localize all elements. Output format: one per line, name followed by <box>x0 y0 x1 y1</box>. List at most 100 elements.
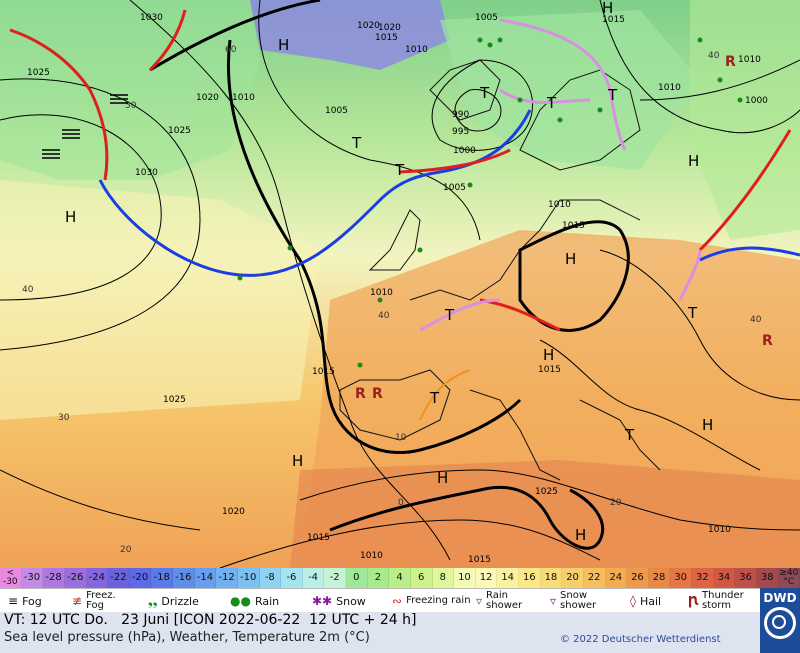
scale-cell: 34 <box>713 568 736 588</box>
isobar-label: 995 <box>452 127 469 137</box>
pressure-center-label: H <box>437 469 448 487</box>
map-info-bar: VT: 12 UTC Do. 23 Juni [ICON 2022-06-22 … <box>0 612 800 653</box>
temperature-label: 60 <box>225 45 237 55</box>
scale-cell: -26 <box>64 568 87 588</box>
legend-thunder-storm: Ꞃ Thunder storm <box>688 590 744 611</box>
pressure-center-label: T <box>444 306 455 324</box>
scale-cell: 30 <box>670 568 692 588</box>
warm-front-3 <box>698 129 792 252</box>
isobar-label: 1015 <box>468 555 491 565</box>
isobar-label: 1010 <box>708 525 731 535</box>
warm-front-2 <box>399 148 511 174</box>
scale-cell: -14 <box>194 568 217 588</box>
temperature-label: 40 <box>750 315 762 325</box>
isobar-label: 1025 <box>27 68 50 78</box>
warm-front-5 <box>148 9 187 72</box>
pressure-center-label: T <box>351 134 362 152</box>
legend-snow: ✱✱ Snow <box>312 594 366 608</box>
scale-cell: 16 <box>519 568 541 588</box>
warm-front <box>9 28 109 181</box>
scale-cell: -12 <box>216 568 238 588</box>
svg-text:R: R <box>725 54 736 70</box>
rain-shower-icon: ▿ <box>476 594 483 608</box>
fog-symbols <box>42 94 128 159</box>
pressure-center-label: T <box>546 94 557 112</box>
isobar-label: 1010 <box>738 55 761 65</box>
isobar-label: 1010 <box>405 45 428 55</box>
scale-cell: 36 <box>735 568 757 588</box>
pressure-center-label: H <box>278 36 289 54</box>
isobar-label: 1030 <box>140 13 163 23</box>
valid-time: VT: 12 UTC Do. 23 Juni [ICON 2022-06-22 … <box>4 612 417 628</box>
svg-text:R: R <box>372 386 383 402</box>
isobar-label: 1015 <box>312 367 335 377</box>
copyright: © 2022 Deutscher Wetterdienst <box>560 634 721 645</box>
svg-text:R: R <box>762 333 773 349</box>
isobar-label: 1025 <box>163 395 186 405</box>
isobar-label: 1015 <box>538 365 561 375</box>
temperature-color-scale: < -30 -30 -28 -26 -24 -22 -20 -18 -16 -14 -12 -10 -8… <box>0 568 800 588</box>
scale-cell: < -30 <box>0 568 22 588</box>
legend-snow-shower: ▿ Snow shower <box>550 590 597 611</box>
scale-cell: -8 <box>259 568 282 588</box>
pressure-center-label: T <box>607 86 618 104</box>
temperature-label: 40 <box>708 51 720 61</box>
scale-cell: 20 <box>562 568 584 588</box>
temperature-label: 40 <box>22 285 34 295</box>
scale-cell: ≥40 °C <box>778 568 800 588</box>
cold-front-2 <box>439 109 532 174</box>
scale-cell: -16 <box>173 568 195 588</box>
rain-symbols <box>237 37 743 368</box>
legend-freez-fog: ≢ Freez. Fog <box>72 590 116 611</box>
atlantic-yellow <box>0 180 320 420</box>
legend-fog: ≡ Fog <box>8 594 42 608</box>
drizzle-icon: ❟❟ <box>148 594 158 608</box>
isobar-label: 1015 <box>375 33 398 43</box>
freezing-fog-icon: ≢ <box>72 594 83 608</box>
legend-hail: ◊ Hail <box>630 594 662 608</box>
scale-cell: 32 <box>692 568 714 588</box>
isobar-label: 1015 <box>602 15 625 25</box>
east-green <box>690 0 800 240</box>
pressure-center-label: T <box>479 84 490 102</box>
snow-shower-icon: ▿ <box>550 594 557 608</box>
scale-cell: 26 <box>627 568 649 588</box>
pressure-center-label: T <box>429 389 440 407</box>
pressure-center-label: H <box>65 208 76 226</box>
isobar-label: 1030 <box>135 168 158 178</box>
isobar-label: 1015 <box>307 533 330 543</box>
temperature-label: 30 <box>58 413 70 423</box>
isobar-label: 1010 <box>360 551 383 561</box>
orange-trough <box>419 369 471 421</box>
temperature-label: 0 <box>398 498 404 508</box>
scale-cell: 6 <box>410 568 433 588</box>
isobar-label: 1005 <box>325 106 348 116</box>
isobar-label: 1010 <box>658 83 681 93</box>
pressure-center-label: T <box>624 426 635 444</box>
pressure-center-label: H <box>688 152 699 170</box>
temperature-label: 20 <box>610 498 622 508</box>
pressure-center-label: H <box>292 452 303 470</box>
occlusion-2 <box>419 298 501 332</box>
cold-front <box>98 170 441 277</box>
temperature-label: 40 <box>378 311 390 321</box>
cold-front-east <box>699 246 800 262</box>
legend-freezing-rain: ∾ Freezing rain <box>392 594 471 608</box>
map-subtitle: Sea level pressure (hPa), Weather, Tempe… <box>4 630 370 645</box>
scale-cell: 18 <box>540 568 563 588</box>
freezing-rain-icon: ∾ <box>392 594 403 608</box>
cold-airmass-north <box>250 0 450 70</box>
scale-cell: -28 <box>43 568 65 588</box>
scale-cell: 22 <box>583 568 606 588</box>
pressure-center-label: H <box>575 526 586 544</box>
pressure-center-label: H <box>543 346 554 364</box>
scale-cell: 8 <box>432 568 455 588</box>
scale-cell: -24 <box>86 568 109 588</box>
isobar-label: 1020 <box>357 21 380 31</box>
scale-cell: 38 <box>756 568 779 588</box>
rain-icon: ●● <box>230 594 251 608</box>
fog-icon: ≡ <box>8 594 19 608</box>
scale-cell: -18 <box>151 568 173 588</box>
dwd-logo: DWD <box>760 588 800 653</box>
scale-cell: -20 <box>129 568 152 588</box>
